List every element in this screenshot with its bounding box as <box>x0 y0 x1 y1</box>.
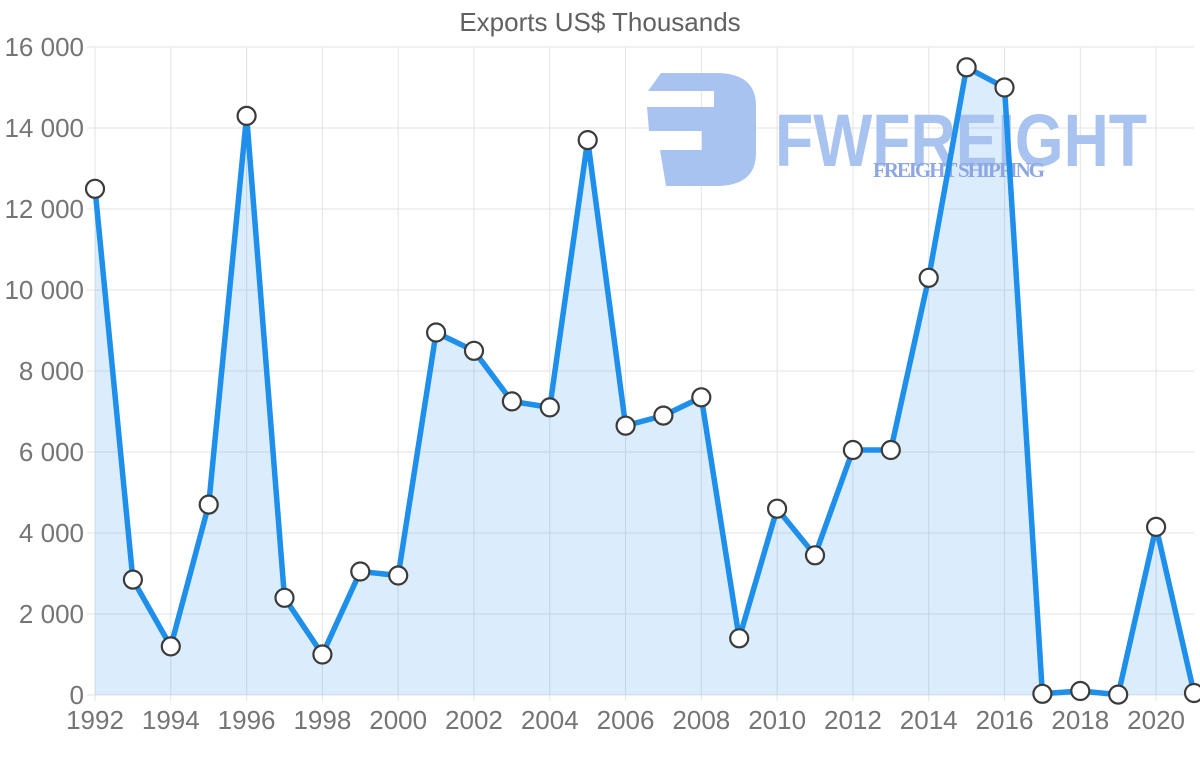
data-point-marker[interactable] <box>312 644 333 665</box>
data-point-marker[interactable] <box>729 628 750 649</box>
y-tick-label: 12 000 <box>4 194 84 224</box>
data-point-marker[interactable] <box>804 545 826 566</box>
x-tick-label: 2002 <box>445 705 503 735</box>
x-tick-label: 2010 <box>748 705 806 735</box>
data-point-marker[interactable] <box>766 498 788 519</box>
data-point-marker[interactable] <box>198 494 219 515</box>
y-tick-label: 0 <box>70 680 84 710</box>
x-tick-label: 1994 <box>142 705 200 735</box>
series-line <box>92 64 1197 698</box>
data-point-marker[interactable] <box>1070 680 1091 702</box>
x-tick-label: 2006 <box>597 705 655 735</box>
x-tick-label: 2012 <box>824 705 882 735</box>
data-point-marker[interactable] <box>236 105 257 127</box>
chart-title: Exports US$ Thousands <box>459 7 740 37</box>
data-point-marker[interactable] <box>956 57 977 78</box>
data-point-marker[interactable] <box>1183 682 1200 704</box>
data-point-marker[interactable] <box>1108 684 1129 705</box>
x-tick-label: 2016 <box>976 705 1034 735</box>
data-point-marker[interactable] <box>918 267 939 288</box>
y-tick-label: 16 000 <box>4 32 84 62</box>
series-area-fill <box>95 67 1194 696</box>
vertical-gridlines <box>94 47 1157 701</box>
x-tick-label: 1992 <box>66 705 124 735</box>
y-axis-labels: 0 2 000 4 000 6 000 8 000 10 000 12 000 14 000 1… <box>4 32 84 710</box>
x-tick-label: 1996 <box>218 705 276 735</box>
x-tick-label: 2020 <box>1127 705 1185 735</box>
y-tick-label: 8 000 <box>19 356 84 386</box>
watermark: FWFREIGHT FREIGHT SHIPPING <box>647 73 1147 186</box>
data-point-marker[interactable] <box>501 391 522 412</box>
y-tick-label: 14 000 <box>4 113 84 143</box>
x-tick-label: 2018 <box>1051 705 1109 735</box>
data-point-marker[interactable] <box>388 565 409 586</box>
data-point-marker[interactable] <box>122 569 143 590</box>
y-tick-label: 6 000 <box>19 437 84 467</box>
fwfreight-logo-icon <box>647 73 756 186</box>
data-point-marker[interactable] <box>274 587 295 608</box>
data-point-markers <box>84 57 1200 705</box>
data-point-marker[interactable] <box>463 340 485 361</box>
y-tick-label: 2 000 <box>19 599 84 629</box>
data-point-marker[interactable] <box>880 439 901 461</box>
data-point-marker[interactable] <box>994 77 1015 98</box>
x-tick-label: 2000 <box>369 705 427 735</box>
x-axis-labels: 1992 1994 1996 1998 2000 2002 2004 2006 2008 2010… <box>66 705 1185 735</box>
data-point-marker[interactable] <box>577 130 598 151</box>
data-point-marker[interactable] <box>615 415 636 436</box>
watermark-tagline-text: FREIGHT SHIPPING <box>873 158 1045 182</box>
data-point-marker[interactable] <box>160 636 181 657</box>
data-point-marker[interactable] <box>84 178 106 199</box>
x-tick-label: 1998 <box>293 705 351 735</box>
y-tick-label: 4 000 <box>19 518 84 548</box>
data-point-marker[interactable] <box>539 397 560 418</box>
data-point-marker[interactable] <box>426 322 447 343</box>
x-tick-label: 2008 <box>672 705 730 735</box>
data-point-marker[interactable] <box>842 439 864 461</box>
data-point-marker[interactable] <box>350 561 371 582</box>
data-point-marker[interactable] <box>691 387 712 408</box>
data-point-marker[interactable] <box>1032 683 1053 704</box>
x-tick-label: 2014 <box>900 705 958 735</box>
data-point-marker[interactable] <box>653 405 674 426</box>
data-point-marker[interactable] <box>1145 516 1167 538</box>
y-tick-label: 10 000 <box>4 275 84 305</box>
x-tick-label: 2004 <box>521 705 579 735</box>
